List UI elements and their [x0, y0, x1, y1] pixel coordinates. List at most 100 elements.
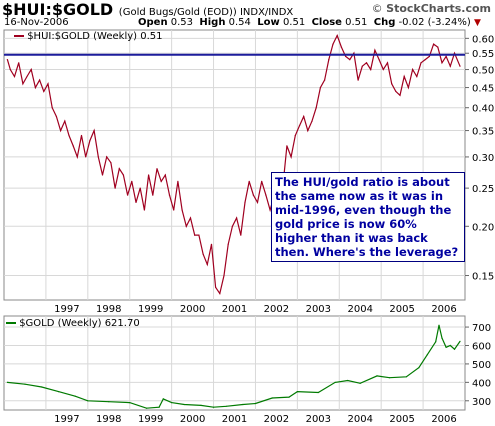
gold-data-point	[57, 391, 60, 393]
gold-x-tick-label: 2006	[431, 414, 456, 425]
ratio-data-point	[378, 59, 380, 61]
ratio-data-point	[399, 94, 401, 96]
ratio-x-tick-label: 2001	[222, 304, 247, 315]
gold-data-point	[347, 379, 349, 382]
gold-data-point	[418, 367, 420, 369]
gold-data-point	[87, 400, 89, 402]
ratio-data-point	[60, 130, 62, 132]
symbol-description: (Gold Bugs/Gold (EOD)) INDX/INDX	[118, 7, 294, 18]
ratio-data-point	[244, 201, 246, 203]
gold-data-point	[242, 403, 244, 406]
ratio-x-tick-label: 1999	[138, 304, 163, 315]
ratio-data-point	[231, 225, 233, 227]
gold-data-point	[288, 396, 290, 398]
gold-x-tick-label: 2004	[348, 414, 373, 425]
open-value: 0.53	[170, 17, 194, 28]
ratio-data-point	[416, 75, 418, 78]
ratio-data-point	[441, 62, 443, 64]
ratio-data-point	[160, 180, 162, 182]
ratio-data-point	[357, 79, 359, 81]
ratio-legend: $HUI:$GOLD (Weekly) 0.51	[14, 31, 162, 42]
ratio-data-point	[156, 168, 158, 170]
ratio-y-tick-label: 0.35	[472, 127, 494, 138]
ratio-data-point	[386, 62, 389, 64]
gold-data-point	[129, 402, 131, 404]
ratio-data-point	[453, 52, 456, 54]
ratio-y-tick-label: 0.60	[472, 34, 494, 45]
gold-legend-text: $GOLD (Weekly) 621.70	[19, 318, 140, 329]
ratio-data-point	[210, 243, 213, 245]
ratio-data-point	[135, 201, 137, 203]
ratio-data-point	[223, 274, 225, 277]
ratio-legend-text: $HUI:$GOLD (Weekly) 0.51	[27, 31, 163, 42]
gold-data-point	[171, 402, 173, 404]
ratio-data-point	[428, 55, 430, 58]
ratio-y-tick-label: 0.15	[472, 272, 494, 283]
ratio-y-tick-label: 0.30	[472, 153, 494, 164]
ratio-data-point	[97, 156, 99, 158]
ratio-data-point	[51, 107, 53, 109]
gold-data-point	[453, 348, 456, 350]
ratio-data-point	[370, 68, 372, 71]
down-arrow-icon: ▼	[473, 18, 481, 28]
gold-data-point	[254, 402, 257, 405]
ratio-data-point	[110, 162, 112, 164]
ratio-data-point	[240, 234, 242, 236]
ratio-data-point	[433, 43, 435, 45]
ratio-data-point	[424, 59, 426, 61]
ratio-data-point	[114, 187, 116, 189]
ratio-data-point	[395, 90, 397, 92]
ratio-data-point	[68, 134, 70, 137]
ratio-data-point	[34, 87, 37, 89]
ratio-data-point	[185, 225, 187, 227]
high-label: High	[199, 17, 226, 28]
gold-x-tick-label: 2003	[306, 414, 331, 425]
ratio-data-point	[152, 194, 154, 196]
symbol: $HUI:$GOLD	[2, 0, 114, 19]
chg-label: Chg	[373, 17, 396, 28]
gold-x-tick-label: 1999	[138, 414, 163, 425]
high-value: 0.54	[228, 17, 251, 28]
ratio-data-point	[365, 62, 368, 64]
gold-data-point	[334, 381, 336, 383]
gold-data-point	[158, 406, 160, 408]
ratio-data-point	[328, 59, 330, 61]
gold-data-point	[376, 375, 378, 377]
ratio-data-point	[93, 130, 95, 132]
ratio-data-point	[177, 180, 179, 182]
ratio-data-point	[139, 187, 141, 189]
ratio-data-point	[72, 145, 74, 147]
gold-legend-swatch	[6, 322, 16, 324]
ratio-data-point	[340, 46, 342, 48]
ratio-x-tick-label: 2003	[306, 304, 331, 315]
ratio-data-point	[55, 115, 58, 118]
gold-x-tick-label: 2000	[180, 414, 205, 425]
gold-data-point	[445, 346, 447, 348]
gold-data-point	[6, 381, 8, 383]
ratio-data-point	[349, 59, 351, 61]
ratio-data-point	[219, 292, 221, 295]
gold-data-point	[145, 407, 148, 409]
ratio-data-point	[168, 194, 171, 196]
gold-data-point	[212, 406, 215, 408]
gold-legend: $GOLD (Weekly) 621.70	[6, 318, 140, 329]
gold-data-point	[200, 404, 202, 406]
ratio-data-point	[215, 286, 217, 288]
ratio-data-point	[236, 217, 238, 219]
ratio-data-point	[89, 140, 91, 142]
ratio-data-point	[6, 59, 8, 61]
ratio-data-point	[22, 83, 24, 85]
copyright-mark: ©	[371, 2, 383, 15]
ratio-data-point	[30, 68, 32, 71]
ratio-data-point	[39, 79, 41, 81]
ratio-data-point	[391, 83, 393, 85]
ratio-y-tick-label: 0.45	[472, 84, 494, 95]
ratio-y-tick-label: 0.55	[472, 49, 494, 60]
gold-data-point	[435, 341, 437, 343]
gold-data-point	[162, 398, 164, 400]
ratio-data-point	[85, 156, 87, 158]
ratio-data-point	[206, 263, 208, 266]
gold-y-tick-label: 500	[472, 360, 491, 371]
gold-x-tick-label: 2002	[264, 414, 289, 425]
